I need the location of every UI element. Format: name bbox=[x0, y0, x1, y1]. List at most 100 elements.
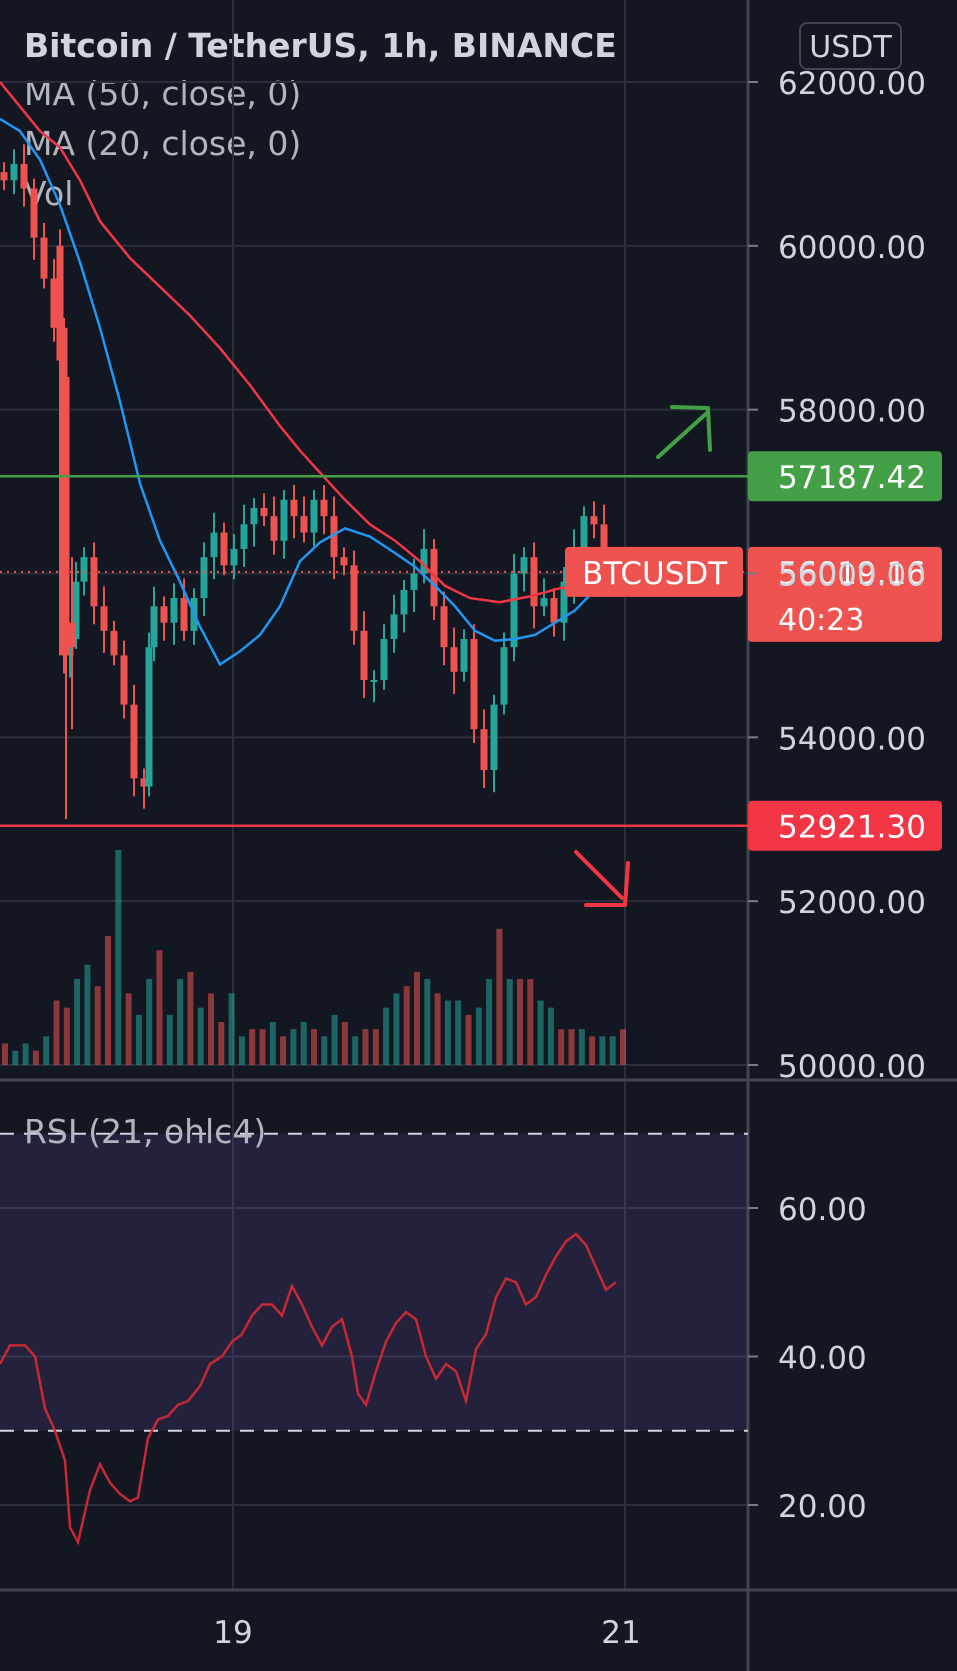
candle-body bbox=[550, 598, 558, 623]
candle-body bbox=[80, 557, 88, 582]
volume-bar bbox=[290, 1029, 297, 1065]
candle-body bbox=[90, 557, 98, 607]
time-tick-label: 19 bbox=[213, 1615, 252, 1651]
volume-bar bbox=[455, 1000, 462, 1065]
volume-bar bbox=[249, 1029, 256, 1065]
candle-body bbox=[280, 499, 288, 541]
volume-bar bbox=[300, 1022, 307, 1065]
volume-bar bbox=[94, 986, 101, 1065]
candle-body bbox=[20, 163, 28, 189]
price-tick-label: 60000.00 bbox=[778, 230, 926, 266]
candle-body bbox=[290, 499, 298, 517]
price-tick-label: 54000.00 bbox=[778, 721, 926, 757]
price-tick-label: 50000.00 bbox=[778, 1049, 926, 1085]
candle-body bbox=[180, 598, 188, 631]
candle-body bbox=[72, 581, 80, 640]
price-tick-label: 62000.00 bbox=[778, 66, 926, 102]
candle-body bbox=[160, 606, 168, 623]
candle-body bbox=[110, 630, 118, 656]
volume-bar bbox=[496, 928, 503, 1065]
volume-bar bbox=[280, 1036, 287, 1065]
volume-bar bbox=[32, 1050, 39, 1065]
ma50-legend[interactable]: MA (50, close, 0) bbox=[24, 74, 302, 113]
rsi-tick-label: 20.00 bbox=[778, 1489, 867, 1525]
candle-body bbox=[500, 647, 508, 705]
ma20-legend[interactable]: MA (20, close, 0) bbox=[24, 124, 302, 163]
volume-bar bbox=[547, 1007, 554, 1065]
volume-bar bbox=[599, 1036, 606, 1065]
volume-bar bbox=[434, 993, 441, 1065]
volume-bar bbox=[22, 1043, 29, 1065]
rsi-line bbox=[0, 1232, 617, 1546]
price-axis[interactable]: 50000.00 52000.00 54000.00 56000.00 58000.00… bbox=[748, 66, 926, 1525]
volume-bar bbox=[311, 1029, 317, 1065]
volume-bar bbox=[506, 979, 513, 1065]
candle-body bbox=[220, 532, 228, 566]
volume-bar bbox=[166, 1014, 173, 1065]
volume-bar bbox=[578, 1029, 585, 1065]
candle-body bbox=[50, 278, 58, 328]
volume-bar bbox=[177, 979, 184, 1065]
candle-body bbox=[200, 557, 208, 599]
candle-body bbox=[210, 532, 218, 558]
volume-bar bbox=[156, 950, 163, 1065]
volume-bar bbox=[362, 1029, 369, 1065]
candle-body bbox=[230, 548, 238, 566]
rsi-legend[interactable]: RSI (21, ohlc4) bbox=[24, 1112, 267, 1151]
candle-body bbox=[400, 589, 408, 615]
rsi-panel bbox=[0, 1132, 748, 1546]
currency-button[interactable]: USDT bbox=[799, 22, 902, 70]
volume-bar bbox=[372, 1029, 379, 1065]
candle-body bbox=[62, 376, 70, 656]
rsi-tick-label: 40.00 bbox=[778, 1341, 867, 1377]
ma20-line bbox=[0, 117, 611, 667]
volume-bar bbox=[403, 986, 410, 1065]
candle-body bbox=[40, 237, 48, 279]
volume-bar bbox=[135, 1014, 142, 1065]
candle-body bbox=[30, 188, 38, 238]
bar-countdown: 40:23 bbox=[778, 603, 864, 638]
volume-bar bbox=[53, 1000, 60, 1065]
rsi-band-fill bbox=[0, 1133, 748, 1431]
volume-bar bbox=[341, 1022, 348, 1065]
volume-bar bbox=[527, 979, 534, 1065]
volume-bar bbox=[115, 850, 122, 1065]
volume-bar bbox=[383, 1007, 390, 1065]
candle-body bbox=[350, 565, 358, 631]
volume-bar bbox=[352, 1036, 359, 1065]
candle-body bbox=[330, 516, 338, 558]
candle-body bbox=[130, 704, 138, 779]
candle-body bbox=[440, 606, 448, 648]
candle-body bbox=[68, 622, 76, 648]
moving-averages bbox=[0, 81, 611, 667]
ma50-line bbox=[0, 81, 611, 604]
last-price-label: 56019.16 bbox=[778, 556, 926, 592]
volume-bar bbox=[63, 1007, 70, 1065]
rsi-tick-label: 60.00 bbox=[778, 1192, 867, 1228]
candle-body bbox=[410, 573, 418, 590]
candle-body bbox=[450, 647, 458, 672]
volume-bar bbox=[558, 1029, 565, 1065]
candlesticks bbox=[0, 144, 618, 820]
candle-body bbox=[490, 704, 498, 771]
resistance-price-tag bbox=[748, 451, 942, 502]
chart-title: Bitcoin / TetherUS, 1h, BINANCE bbox=[24, 26, 617, 65]
volume-bar bbox=[218, 1022, 225, 1065]
candle-body bbox=[145, 647, 153, 787]
candle-body bbox=[520, 557, 528, 574]
candle-body bbox=[420, 548, 428, 574]
candle-body bbox=[270, 516, 278, 541]
symbol-label: BTCUSDT bbox=[582, 556, 728, 592]
candle-body bbox=[590, 516, 598, 525]
price-tick-label: 56000.00 bbox=[778, 558, 926, 594]
candle-body bbox=[0, 172, 8, 181]
time-axis[interactable]: 19 21 bbox=[213, 1615, 640, 1651]
volume-bar bbox=[465, 1014, 472, 1065]
volume-bar bbox=[84, 964, 91, 1065]
down-arrow-icon bbox=[574, 850, 630, 907]
symbol-tag bbox=[565, 546, 743, 597]
volume-bar bbox=[568, 1029, 575, 1065]
candle-body bbox=[10, 163, 18, 181]
